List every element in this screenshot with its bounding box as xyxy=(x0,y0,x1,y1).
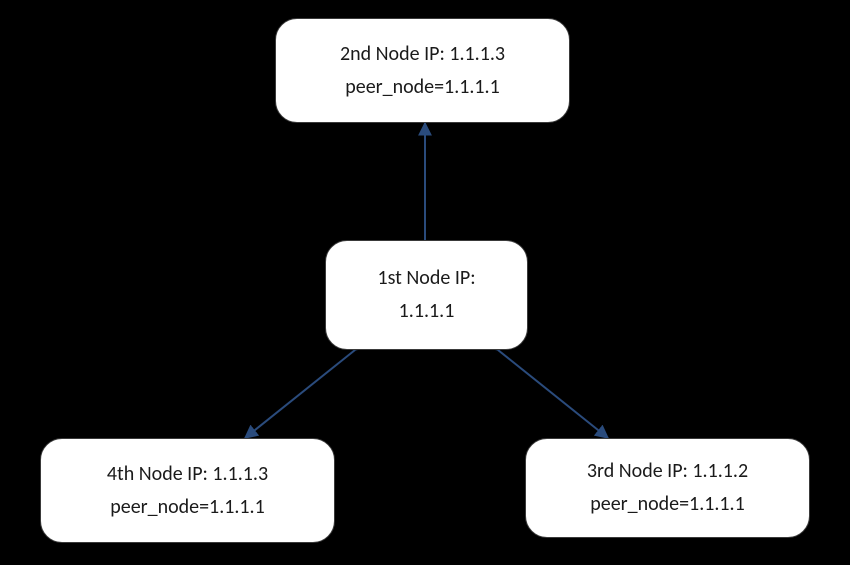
edge-node1-node3 xyxy=(498,350,608,438)
node-4th-peer: peer_node=1.1.1.1 xyxy=(110,494,265,521)
node-2nd: 2nd Node IP: 1.1.1.3 peer_node=1.1.1.1 xyxy=(275,18,570,123)
node-1st: 1st Node IP: 1.1.1.1 xyxy=(325,240,528,350)
node-2nd-peer: peer_node=1.1.1.1 xyxy=(345,74,500,101)
node-2nd-ip: 2nd Node IP: 1.1.1.3 xyxy=(340,41,505,68)
edge-node1-node4 xyxy=(245,350,355,438)
node-1st-label: 1st Node IP: xyxy=(377,265,475,292)
node-4th-ip: 4th Node IP: 1.1.1.3 xyxy=(107,461,268,488)
diagram-stage: { "type": "network", "background_color":… xyxy=(0,0,850,565)
node-3rd-peer: peer_node=1.1.1.1 xyxy=(590,491,745,518)
node-4th: 4th Node IP: 1.1.1.3 peer_node=1.1.1.1 xyxy=(40,438,335,543)
node-3rd: 3rd Node IP: 1.1.1.2 peer_node=1.1.1.1 xyxy=(525,438,810,538)
node-3rd-ip: 3rd Node IP: 1.1.1.2 xyxy=(587,458,748,485)
node-1st-ip: 1.1.1.1 xyxy=(399,298,455,325)
